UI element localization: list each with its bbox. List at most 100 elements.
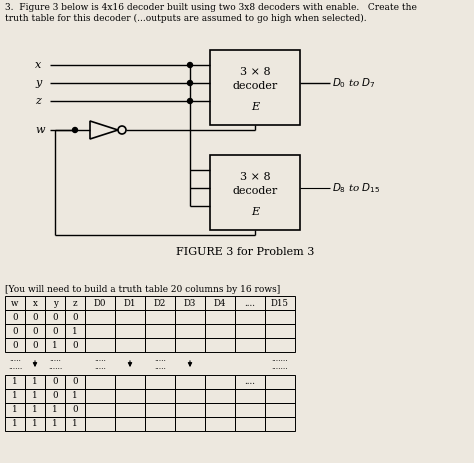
Bar — [65, 389, 85, 403]
Bar — [85, 403, 115, 417]
Text: ......: ...... — [8, 363, 22, 371]
Text: .....: ..... — [154, 355, 166, 363]
Bar — [85, 417, 115, 431]
Circle shape — [188, 63, 192, 68]
Text: 0: 0 — [52, 313, 58, 321]
Text: 0: 0 — [72, 406, 78, 414]
Text: 1: 1 — [72, 419, 78, 428]
Bar — [115, 403, 145, 417]
Text: FIGURE 3 for Problem 3: FIGURE 3 for Problem 3 — [176, 247, 314, 257]
Bar — [265, 310, 295, 324]
Bar — [115, 296, 145, 310]
Text: .......: ....... — [272, 363, 288, 371]
Bar — [265, 417, 295, 431]
Bar — [205, 417, 235, 431]
Text: 1: 1 — [72, 392, 78, 400]
Bar — [145, 389, 175, 403]
Text: 1: 1 — [12, 419, 18, 428]
Text: .....: ..... — [94, 363, 106, 371]
Bar — [265, 324, 295, 338]
Bar — [175, 417, 205, 431]
Bar — [235, 296, 265, 310]
Text: 0: 0 — [72, 340, 78, 350]
Text: 3 × 8: 3 × 8 — [240, 67, 270, 77]
Bar — [5, 417, 25, 431]
Bar — [25, 417, 45, 431]
Text: ....: .... — [245, 299, 255, 307]
Text: 0: 0 — [32, 313, 38, 321]
Text: 1: 1 — [32, 406, 38, 414]
Bar — [265, 296, 295, 310]
Text: 0: 0 — [32, 326, 38, 336]
Bar — [175, 375, 205, 389]
Text: w: w — [35, 125, 45, 135]
Text: .......: ....... — [272, 355, 288, 363]
Text: D2: D2 — [154, 299, 166, 307]
Bar — [175, 310, 205, 324]
Bar — [205, 403, 235, 417]
Bar — [65, 338, 85, 352]
Text: 3 × 8: 3 × 8 — [240, 172, 270, 182]
Bar — [25, 375, 45, 389]
Bar — [85, 389, 115, 403]
Bar — [85, 375, 115, 389]
Bar — [145, 310, 175, 324]
Bar — [235, 338, 265, 352]
Text: D0: D0 — [94, 299, 106, 307]
Bar — [65, 324, 85, 338]
Bar — [265, 375, 295, 389]
Text: [You will need to build a truth table 20 columns by 16 rows]: [You will need to build a truth table 20… — [5, 285, 280, 294]
Text: E: E — [251, 102, 259, 112]
Bar — [25, 296, 45, 310]
Bar — [235, 324, 265, 338]
Text: 0: 0 — [72, 313, 78, 321]
Bar — [235, 403, 265, 417]
Bar — [45, 403, 65, 417]
Text: x: x — [35, 60, 41, 70]
Bar — [210, 155, 300, 230]
Circle shape — [188, 99, 192, 104]
Text: 1: 1 — [52, 419, 58, 428]
Circle shape — [73, 127, 78, 132]
Text: E: E — [251, 207, 259, 217]
Bar — [265, 338, 295, 352]
Bar — [115, 417, 145, 431]
Bar — [175, 338, 205, 352]
Text: 1: 1 — [32, 392, 38, 400]
Bar — [5, 310, 25, 324]
Text: 0: 0 — [72, 377, 78, 387]
Bar — [25, 338, 45, 352]
Bar — [65, 296, 85, 310]
Text: 0: 0 — [52, 377, 58, 387]
Bar — [45, 310, 65, 324]
Bar — [175, 389, 205, 403]
Text: x: x — [33, 299, 37, 307]
Bar — [85, 296, 115, 310]
Bar — [65, 403, 85, 417]
Bar — [210, 50, 300, 125]
Bar — [145, 338, 175, 352]
Text: 0: 0 — [32, 340, 38, 350]
Bar — [145, 417, 175, 431]
Bar — [5, 403, 25, 417]
Text: ....: .... — [245, 377, 255, 387]
Text: 1: 1 — [32, 377, 38, 387]
Text: 1: 1 — [12, 406, 18, 414]
Bar — [65, 375, 85, 389]
Bar — [25, 403, 45, 417]
Bar — [235, 310, 265, 324]
Bar — [115, 375, 145, 389]
Bar — [145, 324, 175, 338]
Text: 1: 1 — [72, 326, 78, 336]
Text: D15: D15 — [271, 299, 289, 307]
Bar — [85, 310, 115, 324]
Text: .....: ..... — [49, 355, 61, 363]
Text: 0: 0 — [12, 340, 18, 350]
Bar — [45, 417, 65, 431]
Bar — [145, 375, 175, 389]
Bar — [5, 375, 25, 389]
Text: y: y — [53, 299, 57, 307]
Bar — [45, 389, 65, 403]
Text: w: w — [11, 299, 18, 307]
Text: truth table for this decoder (...outputs are assumed to go high when selected).: truth table for this decoder (...outputs… — [5, 14, 366, 23]
